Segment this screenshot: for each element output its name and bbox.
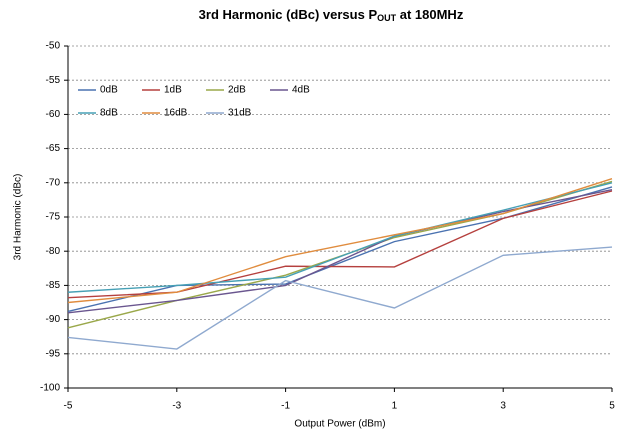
- y-tick-label: -85: [46, 280, 61, 291]
- x-tick-label: -5: [64, 401, 73, 412]
- y-tick-label: -75: [46, 212, 61, 223]
- y-tick-label: -100: [40, 383, 60, 394]
- title-suffix: at 180MHz: [396, 7, 464, 22]
- legend-label: 8dB: [100, 108, 118, 119]
- y-tick-label: -90: [46, 314, 61, 325]
- x-axis-label: Output Power (dBm): [294, 419, 385, 430]
- legend-label: 16dB: [164, 108, 188, 119]
- x-tick-label: 3: [500, 401, 506, 412]
- x-tick-label: -1: [281, 401, 290, 412]
- legend-label: 1dB: [164, 85, 182, 96]
- chart-title: 3rd Harmonic (dBc) versus POUT at 180MHz: [199, 7, 464, 23]
- series-line: [67, 190, 613, 299]
- y-tick-label: -55: [46, 75, 61, 86]
- y-tick-label: -80: [46, 246, 61, 257]
- legend-label: 31dB: [228, 108, 252, 119]
- y-tick-label: -50: [46, 41, 61, 52]
- y-tick-label: -95: [46, 348, 61, 359]
- y-tick-label: -60: [46, 109, 61, 120]
- legend-label: 4dB: [292, 85, 310, 96]
- y-tick-label: -65: [46, 143, 61, 154]
- x-tick-label: -3: [172, 401, 181, 412]
- series-line: [67, 246, 613, 350]
- y-axis-label: 3rd Harmonic (dBc): [13, 174, 24, 261]
- y-tick-label: -70: [46, 177, 61, 188]
- legend-label: 2dB: [228, 85, 246, 96]
- x-tick-label: 1: [392, 401, 398, 412]
- legend-label: 0dB: [100, 85, 118, 96]
- x-tick-label: 5: [609, 401, 615, 412]
- series-line: [67, 178, 613, 304]
- series-line: [67, 182, 613, 293]
- title-subscript: OUT: [377, 13, 397, 23]
- title-main: 3rd Harmonic (dBc) versus P: [199, 7, 378, 22]
